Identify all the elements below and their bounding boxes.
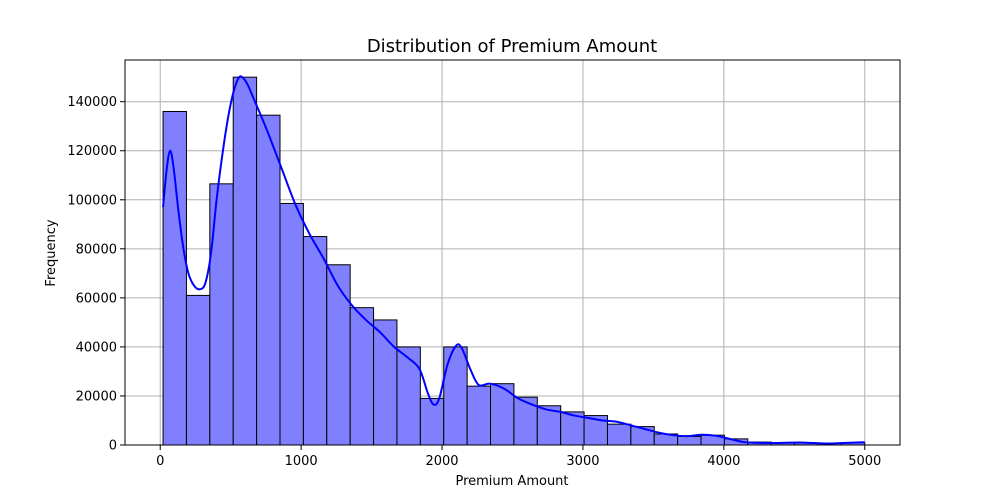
y-tick-label: 0: [109, 439, 117, 454]
x-axis-label: Premium Amount: [455, 474, 568, 489]
histogram-bar: [349, 307, 375, 446]
plot-frame: [124, 59, 901, 446]
y-tick-label: 100000: [67, 193, 117, 208]
y-tick-label: 20000: [76, 389, 117, 404]
y-tick-label: 40000: [76, 340, 117, 355]
x-tick-label: 2000: [425, 454, 458, 469]
histogram-bar: [677, 435, 702, 446]
y-axis-ticks: 0 20000 40000 60000 80000 100000 120000 140000: [67, 95, 125, 454]
histogram-bar: [443, 346, 468, 446]
histogram-bar: [606, 423, 632, 446]
histogram-bar: [162, 110, 187, 446]
kde-curve-group: [162, 75, 865, 445]
histogram-bar: [466, 385, 492, 446]
histogram-bar: [256, 114, 281, 446]
chart-title: Distribution of Premium Amount: [367, 36, 657, 57]
x-tick-label: 3000: [566, 454, 599, 469]
histogram-bar: [232, 76, 258, 446]
y-tick-label: 120000: [67, 144, 117, 159]
y-tick-label: 140000: [67, 95, 117, 110]
histogram-bar: [185, 294, 211, 446]
histogram-bar: [396, 346, 421, 446]
y-axis-label: Frequency: [44, 219, 59, 286]
kde-curve: [162, 75, 865, 445]
histogram-bar: [279, 202, 304, 446]
x-tick-label: 1000: [285, 454, 318, 469]
histogram-bar: [419, 397, 445, 446]
histogram-bar: [302, 236, 328, 446]
histogram-bar: [326, 264, 351, 446]
y-tick-label: 80000: [76, 242, 117, 257]
x-axis-ticks: 0 1000 2000 3000 4000 5000: [156, 445, 881, 469]
x-tick-label: 5000: [848, 454, 881, 469]
x-tick-label: 0: [156, 454, 164, 469]
x-tick-label: 4000: [707, 454, 740, 469]
y-tick-label: 60000: [76, 291, 117, 306]
